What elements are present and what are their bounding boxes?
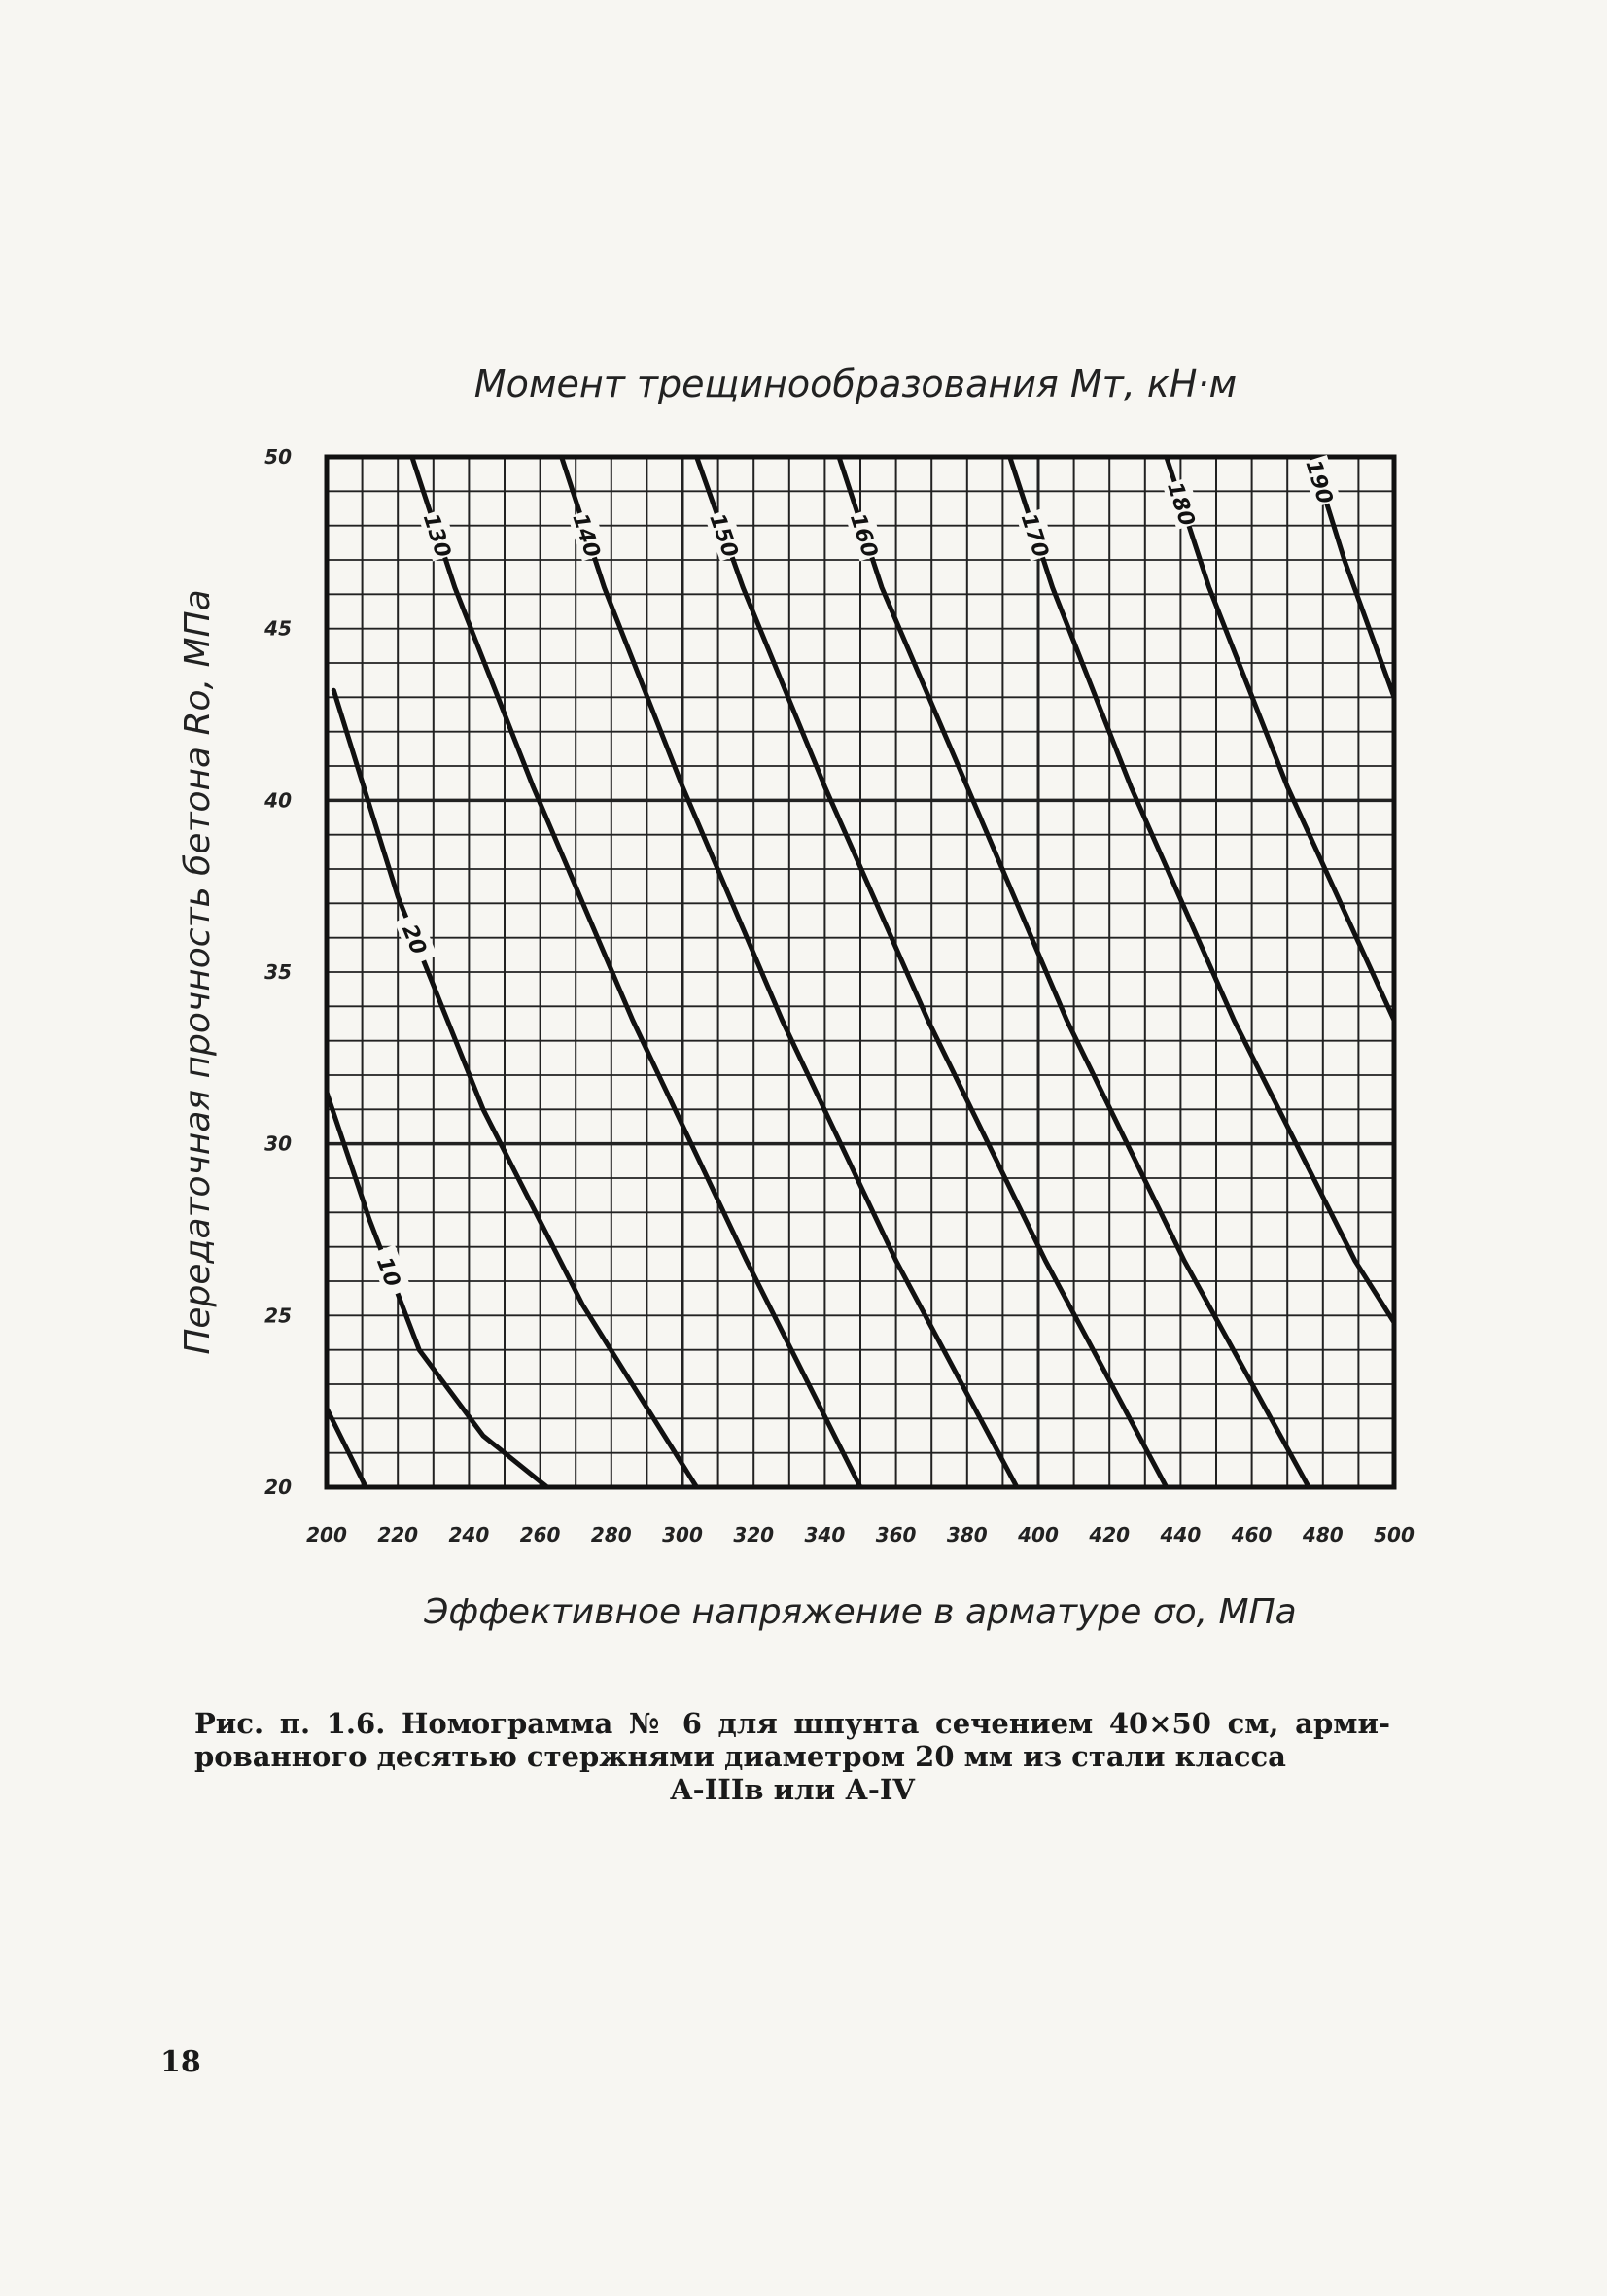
curve-label-background [394,912,437,966]
curve-label-background [418,508,459,562]
chart-grid [325,455,1396,1489]
x-tick-label: 240 [449,1523,490,1547]
curve-label-group-10: 10 [368,1244,411,1299]
x-tick-label: 400 [1017,1523,1059,1547]
isoline-10 [324,1090,550,1490]
chart-title: Момент трещинообразования Mт, кН·м [474,363,1237,405]
isoline-170 [1007,454,1397,1325]
y-tick-label: 45 [263,617,292,641]
x-tick-label: 420 [1088,1523,1130,1547]
x-tick-label: 500 [1374,1523,1415,1547]
isoline-160 [836,454,1311,1490]
y-tick-label: 20 [264,1476,292,1499]
curve-label: 140 [567,510,604,560]
isoline-unlabeled [324,1406,368,1490]
curve-label: 170 [1016,510,1053,560]
curve-label: 150 [704,510,742,561]
curve-label-background [704,507,747,562]
curve-label: 190 [1301,457,1338,506]
y-tick-label: 40 [263,788,292,812]
x-tick-label: 300 [662,1523,703,1547]
curve-label-group-130: 130 [418,508,459,562]
y-tick-label: 35 [264,960,292,984]
x-tick-labels: 200 220 240 260 280 300 320 340 360 380 400 420 440 4… [306,1523,1415,1547]
curve-label-group-190: 190 [1301,455,1342,508]
x-tick-label: 220 [377,1523,418,1547]
x-tick-label: 380 [947,1523,988,1547]
curve-label-group-140: 140 [567,508,609,562]
figure-caption: Рис. п. 1.6. Номограмма № 6 для шпунта с… [194,1707,1390,1806]
x-tick-label: 260 [520,1523,561,1547]
caption-line-2: рованного десятью стержнями диаметром 20… [194,1740,1286,1773]
y-tick-labels: 20 25 30 35 40 45 50 [263,445,292,1499]
curve-label-group-180: 180 [1162,476,1204,531]
curve-label-background [1301,455,1342,508]
x-tick-label: 480 [1302,1523,1344,1547]
x-tick-label: 440 [1160,1523,1202,1547]
curve-label-group-170: 170 [1016,508,1057,562]
curve-label-background [1162,476,1204,531]
curve-label-group-150: 150 [704,507,747,562]
caption-line-1: Рис. п. 1.6. Номограмма № 6 для шпунта с… [194,1707,1390,1740]
x-tick-label: 360 [876,1523,917,1547]
x-axis-label: Эффективное напряжение в арматуре σо, МП… [423,1592,1297,1632]
curve-group [324,454,1397,1490]
isoline-180 [1164,454,1397,1023]
y-axis-label: Передаточная прочность бетона Rо, МПа [178,589,218,1354]
x-tick-label: 320 [733,1523,774,1547]
curve-label: 160 [845,510,882,560]
curve-label: 180 [1162,479,1199,529]
curve-label-background [845,508,887,562]
caption-line-3: А-IIIв или А-IV [670,1773,915,1806]
curve-label-group-20: 20 [394,912,437,966]
y-tick-label: 50 [264,445,292,469]
curve-label-background [568,508,609,562]
isoline-150 [694,454,1170,1490]
y-tick-label: 25 [264,1304,292,1327]
x-tick-label: 280 [591,1523,632,1547]
isoline-20 [331,687,700,1490]
isoline-130 [409,454,863,1490]
curve-label-background [1016,508,1057,562]
y-tick-label: 30 [264,1132,292,1156]
isoline-140 [559,454,1020,1490]
curve-label-group-160: 160 [845,508,887,562]
curve-label-background [368,1244,411,1299]
x-tick-label: 200 [306,1523,347,1547]
curve-label: 130 [418,510,455,560]
page-number: 18 [160,2045,201,2079]
x-tick-label: 340 [805,1523,846,1547]
x-tick-label: 460 [1231,1523,1273,1547]
